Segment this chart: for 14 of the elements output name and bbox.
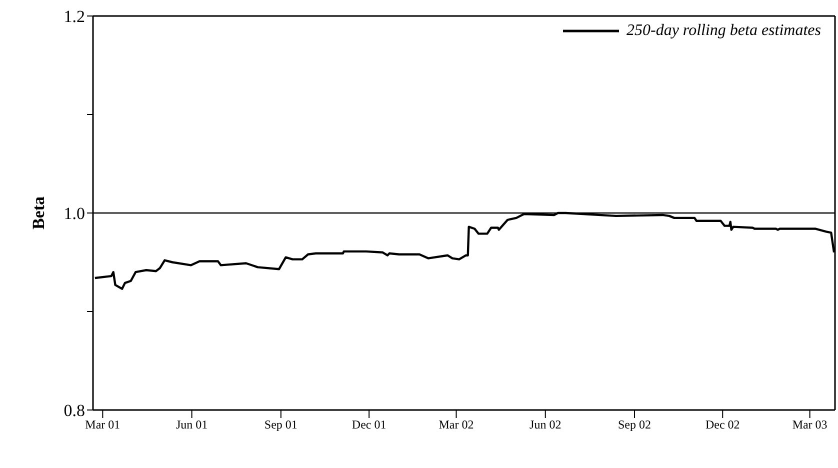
- legend-label: 250-day rolling beta estimates: [626, 22, 821, 40]
- x-tick-label: Sep 01: [264, 418, 298, 432]
- y-tick-label: 1.2: [64, 7, 85, 26]
- y-axis-title: Beta: [29, 196, 48, 230]
- y-tick-label: 1.0: [64, 204, 85, 224]
- x-tick-label: Jun 01: [176, 418, 208, 432]
- x-tick-label: Mar 03: [792, 418, 828, 432]
- x-tick-label: Jun 02: [530, 418, 562, 432]
- x-tick-label: Mar 02: [438, 418, 474, 432]
- y-tick-label: 0.8: [64, 401, 85, 420]
- x-tick-label: Mar 01: [85, 418, 120, 432]
- x-tick-label: Dec 02: [705, 418, 740, 432]
- x-tick-label: Dec 01: [352, 418, 386, 432]
- x-tick-label: Sep 02: [618, 418, 651, 432]
